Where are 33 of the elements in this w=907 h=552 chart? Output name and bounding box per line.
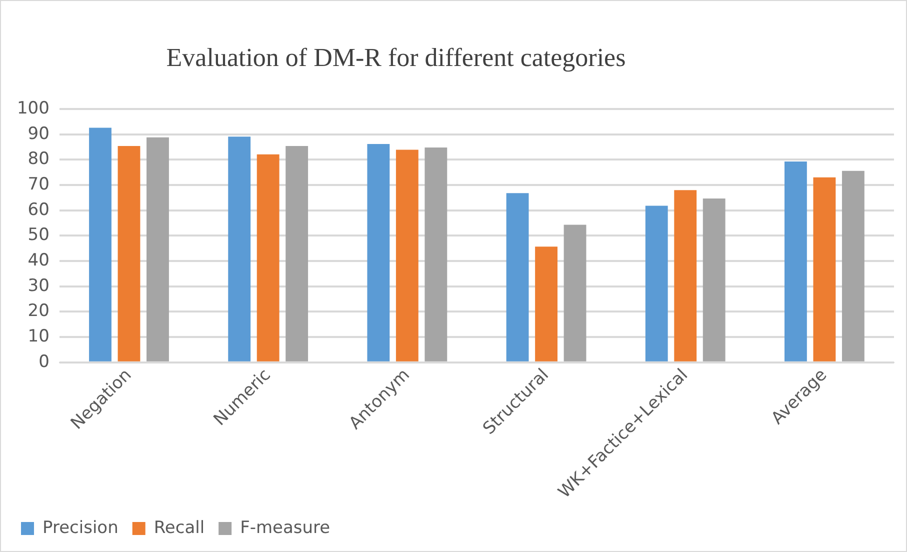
bar <box>784 161 807 362</box>
y-tick-label: 20 <box>28 301 50 322</box>
legend-label: Recall <box>154 518 205 538</box>
y-tick-label: 10 <box>28 326 50 346</box>
bar <box>367 144 390 362</box>
bar <box>535 246 558 362</box>
bar <box>118 146 140 362</box>
y-tick-label: 50 <box>28 225 50 246</box>
chart-title: Evaluation of DM-R for different categories <box>166 42 626 72</box>
y-tick-label: 90 <box>28 124 50 144</box>
bar <box>89 128 112 362</box>
y-tick-label: 60 <box>28 200 50 220</box>
bar <box>702 198 726 362</box>
bar <box>256 154 280 362</box>
bar <box>645 206 668 362</box>
y-tick-label: 30 <box>28 276 50 296</box>
bar <box>674 190 697 362</box>
legend-label: F-measure <box>240 518 330 538</box>
y-tick-label: 0 <box>38 352 50 372</box>
y-tick-label: 100 <box>16 98 50 118</box>
bar <box>813 177 836 362</box>
bar <box>286 146 308 362</box>
bar <box>146 137 169 362</box>
bar <box>396 150 418 362</box>
y-tick-label: 70 <box>28 174 50 194</box>
bar <box>228 136 251 362</box>
y-tick-label: 40 <box>28 250 50 270</box>
bar <box>506 193 529 362</box>
bar <box>564 224 586 362</box>
legend-label: Precision <box>42 518 118 538</box>
y-tick-label: 80 <box>28 149 50 170</box>
bar <box>424 148 448 362</box>
bar <box>842 170 864 362</box>
